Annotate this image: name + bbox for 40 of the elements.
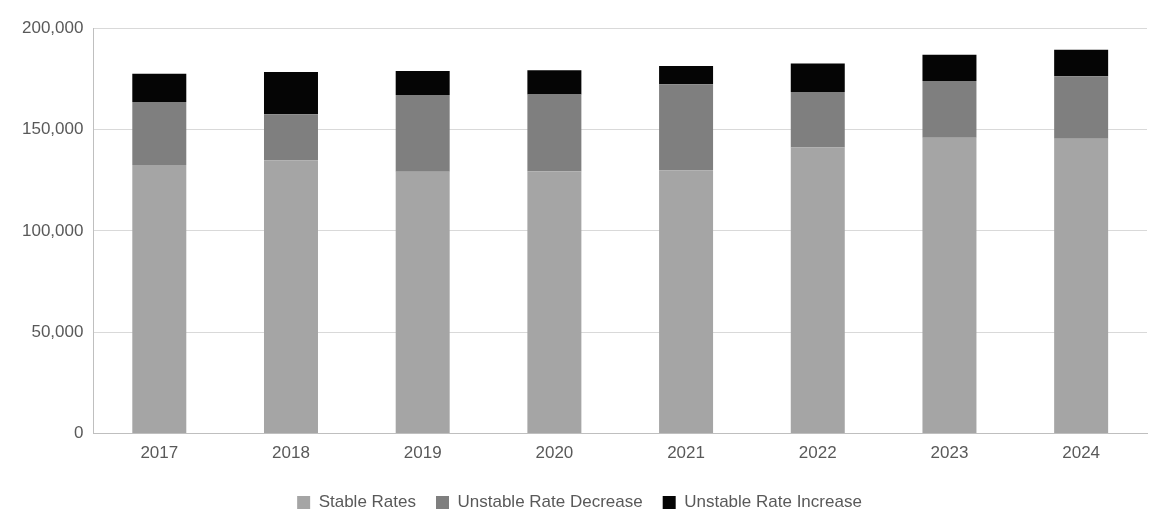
y-tick-label: 150,000 bbox=[22, 119, 84, 139]
bar bbox=[922, 54, 977, 82]
bar bbox=[132, 73, 187, 102]
bar bbox=[263, 71, 318, 115]
bar bbox=[659, 84, 714, 171]
bar bbox=[395, 171, 450, 434]
y-tick-label: 50,000 bbox=[31, 321, 84, 341]
bar bbox=[922, 81, 977, 138]
x-tick-label: 2023 bbox=[930, 443, 969, 463]
bar bbox=[790, 63, 845, 93]
bar bbox=[1054, 76, 1109, 139]
bar bbox=[132, 101, 187, 166]
bar bbox=[395, 94, 450, 172]
bar bbox=[659, 170, 714, 434]
bar bbox=[922, 137, 977, 434]
y-tick-label: 200,000 bbox=[22, 17, 84, 37]
bar bbox=[527, 171, 582, 434]
legend-label: Unstable Rate Decrease bbox=[457, 492, 643, 512]
bar bbox=[395, 70, 450, 95]
x-tick-label: 2018 bbox=[272, 443, 310, 463]
bar bbox=[527, 94, 582, 172]
bar bbox=[527, 70, 582, 95]
x-tick-label: 2024 bbox=[1062, 443, 1101, 463]
bar bbox=[790, 92, 845, 148]
bar bbox=[659, 66, 714, 85]
bar bbox=[1054, 49, 1109, 77]
y-tick-label: 0 bbox=[73, 423, 84, 443]
x-tick-label: 2021 bbox=[667, 443, 705, 463]
x-tick-label: 2020 bbox=[535, 443, 574, 463]
legend-label: Unstable Rate Increase bbox=[684, 492, 862, 512]
x-tick-label: 2019 bbox=[403, 443, 442, 463]
x-tick-label: 2022 bbox=[798, 443, 837, 463]
bar bbox=[1054, 138, 1109, 434]
bar bbox=[263, 114, 318, 161]
bar bbox=[132, 165, 187, 434]
bar bbox=[790, 147, 845, 434]
x-tick-label: 2017 bbox=[140, 443, 179, 463]
y-tick-label: 100,000 bbox=[22, 220, 84, 240]
bar bbox=[263, 160, 318, 434]
legend-label: Stable Rates bbox=[318, 492, 416, 512]
